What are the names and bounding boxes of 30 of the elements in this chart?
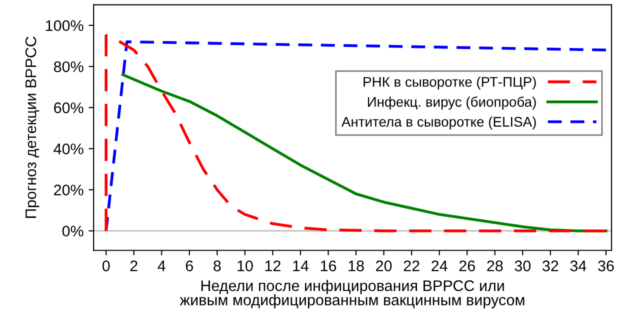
- x-tick-label: 8: [214, 260, 221, 272]
- legend-label: Инфекц. вирус (биопроба): [368, 96, 536, 110]
- x-tick-label: 20: [376, 260, 392, 272]
- x-tick-label: 0: [102, 260, 110, 272]
- y-tick-label: 20%: [54, 184, 84, 196]
- x-tick-label: 28: [487, 260, 503, 272]
- x-tick-label: 2: [130, 260, 138, 272]
- x-tick-label: 6: [186, 260, 193, 272]
- x-tick-label: 4: [158, 260, 166, 272]
- x-tick-label: 22: [404, 260, 420, 272]
- y-tick-label: 40%: [54, 144, 84, 154]
- x-tick-label: 16: [320, 260, 336, 272]
- x-tick-label: 24: [432, 260, 448, 272]
- x-axis-title: Недели после инфицирования ВРРСС или живым модифицированным вакцинным вирусом: [180, 280, 524, 308]
- y-tick-label: 60%: [54, 102, 84, 114]
- legend-label: Антитела в сыворотке (ELISA): [341, 116, 536, 130]
- x-tick-label: 10: [238, 260, 253, 272]
- x-tick-label: 32: [542, 260, 558, 272]
- x-tick-label: 30: [514, 260, 531, 272]
- x-tick-label: 34: [570, 260, 586, 272]
- x-tick-label: 18: [348, 260, 364, 272]
- y-tick-label: 80%: [54, 61, 84, 72]
- x-tick-label: 12: [265, 260, 280, 272]
- x-tick-label: 36: [598, 260, 614, 272]
- y-tick-label: 0%: [62, 226, 84, 237]
- y-axis-title: Прогноз детекции ВРРСС: [25, 36, 40, 218]
- legend-label: РНК в сыворотке (РТ-ПЦР): [364, 76, 536, 90]
- x-tick-label: 26: [459, 260, 475, 272]
- x-tick-label: 14: [293, 260, 309, 272]
- y-tick-label: 100%: [46, 20, 84, 32]
